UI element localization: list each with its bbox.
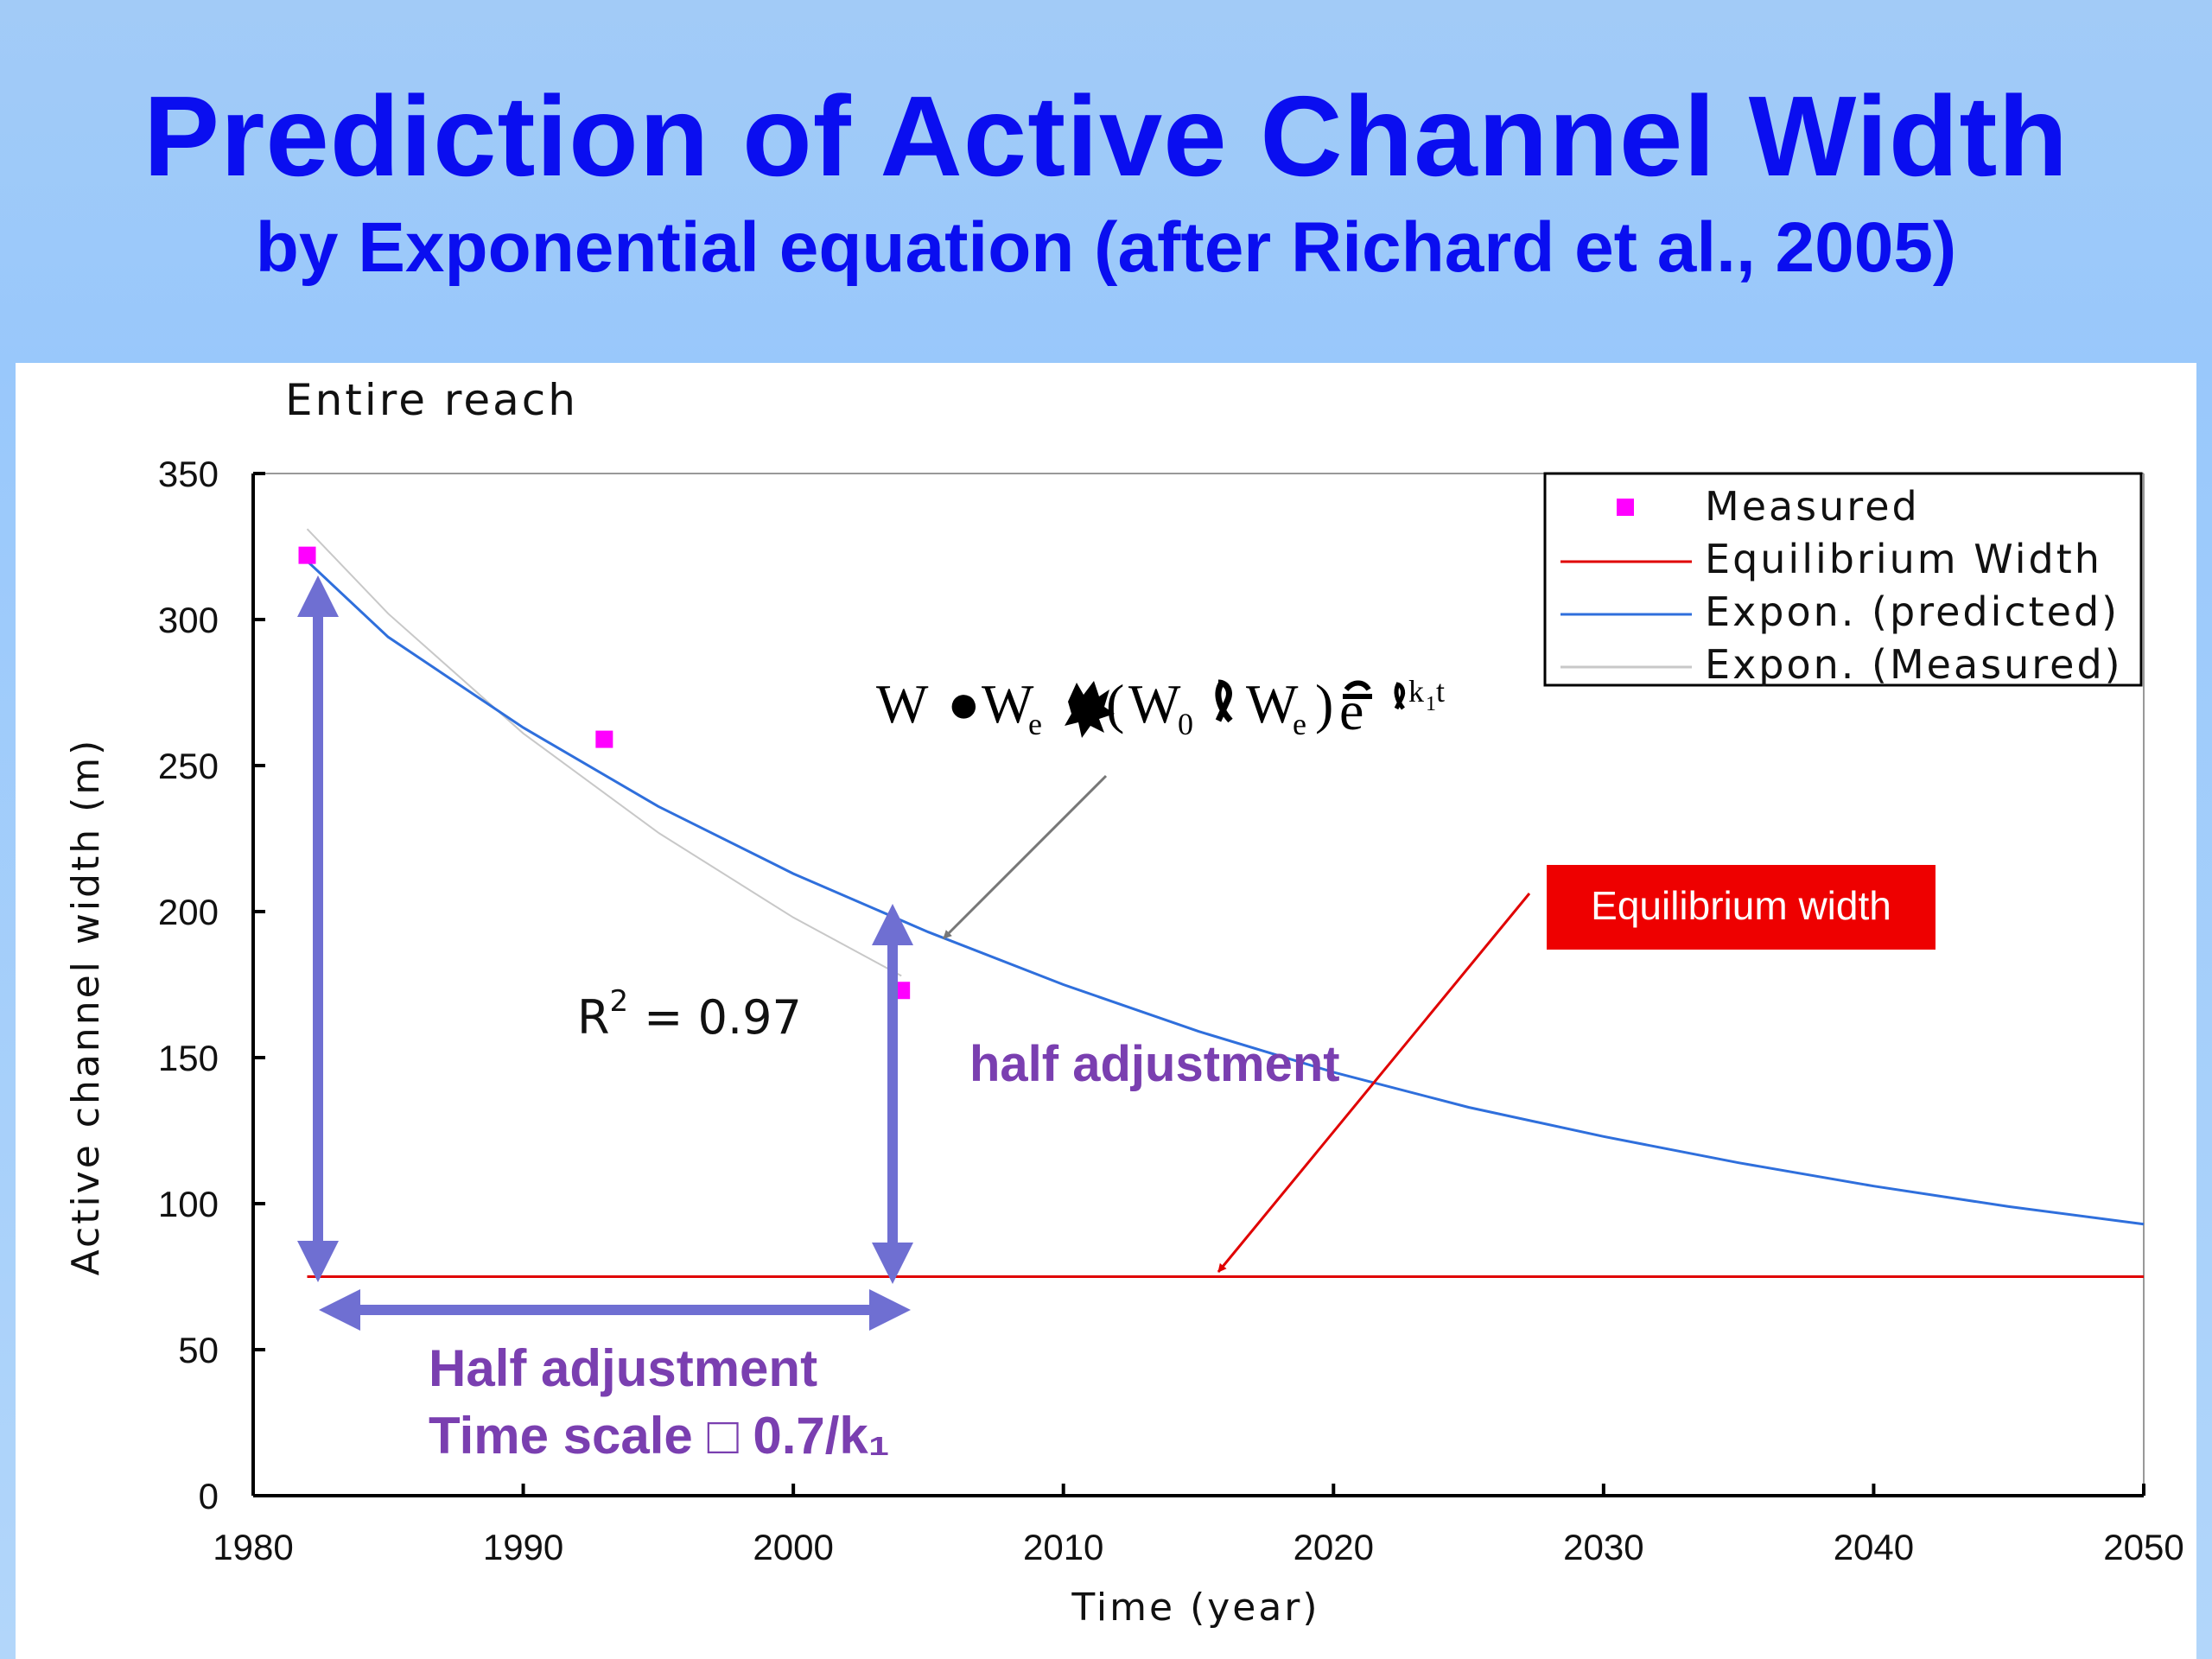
- eq-we-sub: e: [1028, 707, 1042, 741]
- eq-open-paren: (: [1106, 673, 1124, 734]
- chart-title: Entire reach: [285, 375, 578, 425]
- half-adjustment-time-scale-line1: Half adjustment: [429, 1339, 817, 1397]
- y-tick-label: 250: [158, 746, 219, 786]
- slide-title: Prediction of Active Channel Width: [143, 73, 2069, 200]
- r-squared-exp: 2: [610, 984, 629, 1019]
- eq-e: e: [1339, 680, 1363, 741]
- legend-label-measured: Measured: [1705, 483, 1920, 530]
- eq-we2-sub: e: [1293, 707, 1306, 741]
- half-adjustment-time-scale-line2: Time scale □ 0.7/k₁: [429, 1407, 890, 1465]
- eq-symbol-3: [1343, 680, 1372, 699]
- y-tick-label: 0: [199, 1476, 219, 1516]
- eq-exp-k: k: [1408, 674, 1424, 709]
- legend-label-equilibrium: Equilibrium Width: [1705, 536, 2102, 582]
- legend-label-predicted: Expon. (predicted): [1705, 588, 2120, 635]
- eq-symbol-2: [1215, 679, 1233, 723]
- eq-exp-t: t: [1436, 674, 1445, 709]
- equilibrium-pointer-arrow: [1217, 893, 1531, 1273]
- series-line-expon-predicted: [306, 560, 2145, 1226]
- series-line-expon-measured: [306, 528, 902, 977]
- eq-close-paren: ): [1315, 673, 1333, 734]
- eq-exp-k-sub: 1: [1426, 693, 1436, 715]
- r-squared-value: = 0.97: [644, 990, 802, 1045]
- y-tick-label: 200: [158, 892, 219, 932]
- legend-marker-measured: [1617, 499, 1634, 516]
- equation-formula: W ● W e ( W 0 W e ) e k 1 t: [876, 673, 1445, 741]
- eq-bullet: ●: [947, 673, 981, 734]
- legend-box: [1543, 472, 2143, 687]
- chart-panel: Entire reach 0 50 100 150 200 250 300 350 1980 1…: [16, 363, 2196, 1659]
- x-tick-label: 2050: [2103, 1527, 2183, 1567]
- r-squared-label: R2 = 0.97: [577, 984, 802, 1045]
- x-tick-label: 1980: [213, 1527, 293, 1567]
- legend-label-measured-fit: Expon. (Measured): [1705, 641, 2123, 688]
- eq-symbol-4: [1394, 682, 1406, 710]
- slide-subtitle: by Exponential equation (after Richard e…: [255, 208, 1957, 287]
- eq-w: W: [876, 673, 929, 734]
- eq-w0: W: [1128, 673, 1181, 734]
- eq-we2: W: [1246, 673, 1299, 734]
- x-tick-label: 2010: [1023, 1527, 1103, 1567]
- y-tick-label: 100: [158, 1184, 219, 1224]
- y-tick-label: 50: [178, 1330, 219, 1370]
- x-tick-label: 2000: [753, 1527, 833, 1567]
- y-tick-label: 300: [158, 600, 219, 640]
- x-tick-label: 1990: [483, 1527, 563, 1567]
- x-axis-ticks: 1980 1990 2000 2010 2020 2030 2040 2050: [213, 1484, 2184, 1567]
- equilibrium-width-box-label: Equilibrium width: [1591, 883, 1891, 928]
- half-adjustment-label: half adjustment: [969, 1036, 1340, 1092]
- r-squared-r: R: [577, 990, 610, 1045]
- chart-legend: Measured Equilibrium Width Expon. (predi…: [1543, 472, 2143, 688]
- eq-we: W: [982, 673, 1034, 734]
- measured-point: [298, 546, 316, 564]
- x-tick-label: 2030: [1563, 1527, 1643, 1567]
- y-tick-label: 350: [158, 454, 219, 494]
- x-axis-label: Time (year): [1071, 1586, 1319, 1630]
- x-tick-label: 2020: [1294, 1527, 1374, 1567]
- y-tick-label: 150: [158, 1038, 219, 1078]
- measured-point: [595, 730, 613, 748]
- y-axis-ticks: 0 50 100 150 200 250 300 350: [158, 454, 265, 1516]
- eq-w0-sub: 0: [1178, 707, 1193, 741]
- eq-symbol-1: [1065, 681, 1115, 738]
- x-tick-label: 2040: [1834, 1527, 1914, 1567]
- y-axis-label: Active channel width (m): [64, 738, 108, 1276]
- equilibrium-width-box: [1547, 865, 1936, 950]
- series-layer: [298, 528, 2145, 1278]
- equation-pointer-arrow: [942, 774, 1108, 940]
